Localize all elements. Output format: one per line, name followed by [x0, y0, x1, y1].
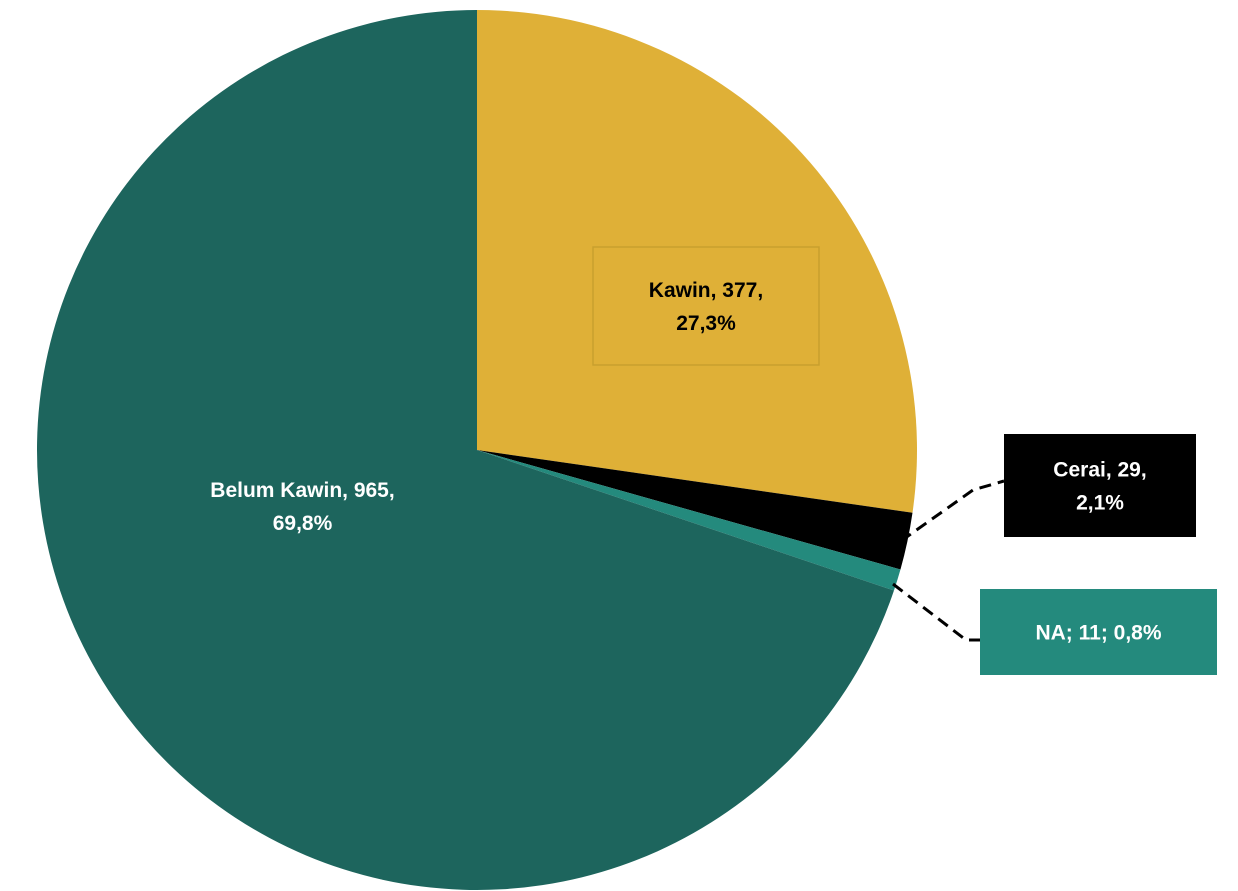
data-label-box	[980, 589, 1217, 675]
leader-lines	[892, 479, 1005, 642]
data-label-text: NA; 11; 0,8%	[1035, 621, 1161, 644]
data-label-text: Belum Kawin, 965, 69,8%	[210, 479, 394, 535]
pie-slice-cerai	[477, 450, 913, 570]
data-label-text: Kawin, 377, 27,3%	[649, 279, 763, 335]
leader-line-cerai	[900, 479, 1005, 543]
pie-slice-belum-kawin	[37, 10, 894, 890]
leader-line-na	[892, 582, 980, 642]
data-labels: Kawin, 377, 27,3% Cerai, 29, 2,1% NA; 11; 0,…	[167, 246, 1217, 675]
data-label-na: NA; 11; 0,8%	[980, 589, 1217, 675]
data-label-box	[592, 246, 820, 366]
data-label-kawin: Kawin, 377, 27,3%	[592, 246, 820, 366]
data-label-belum-kawin: Belum Kawin, 965, 69,8%	[167, 447, 438, 565]
data-label-box	[1004, 434, 1196, 537]
pie-slice-na	[477, 450, 901, 591]
data-label-text: Cerai, 29, 2,1%	[1053, 458, 1146, 514]
data-label-cerai: Cerai, 29, 2,1%	[1004, 434, 1196, 537]
data-label-box	[167, 447, 438, 565]
